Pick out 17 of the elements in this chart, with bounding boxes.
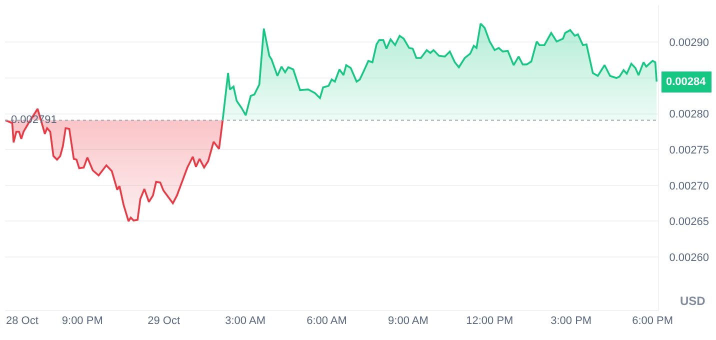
x-tick-label: 6:00 PM	[632, 315, 674, 328]
y-tick-label: 0.00260	[669, 252, 709, 264]
y-tick-label: 0.00275	[669, 144, 709, 156]
x-tick-label: 9:00 PM	[62, 315, 103, 328]
x-tick-label: 29 Oct	[148, 315, 180, 328]
y-tick-label: 0.00265	[669, 216, 709, 228]
x-tick-label: 3:00 AM	[225, 315, 266, 328]
x-tick-label: 12:00 PM	[466, 315, 514, 328]
y-tick-label: 0.00290	[669, 37, 709, 50]
x-tick-label: 28 Oct	[6, 315, 38, 328]
annotation: 0.00284	[666, 76, 707, 88]
x-tick-label: 9:00 AM	[388, 315, 428, 328]
y-tick-label: 0.00270	[669, 180, 709, 192]
x-tick-label: 6:00 AM	[306, 315, 347, 328]
y-tick-label: 0.00280	[669, 108, 709, 121]
y-axis-title: USD	[680, 294, 706, 308]
x-tick-label: 3:00 PM	[550, 315, 592, 328]
